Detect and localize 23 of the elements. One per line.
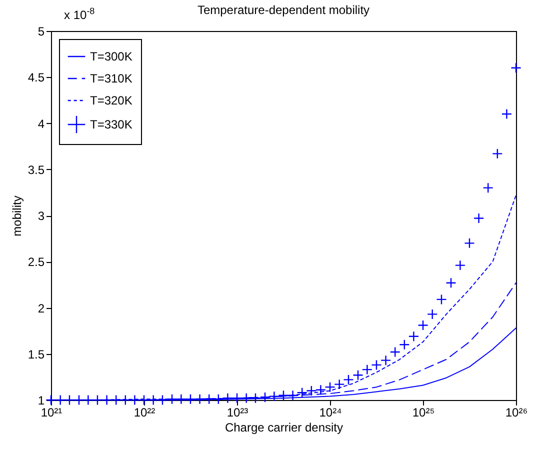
chart-title: Temperature-dependent mobility [197,3,370,17]
y-tick-label: 1.5 [28,347,45,362]
y-tick-label: 3 [38,209,45,223]
y-tick-label: 2.5 [28,255,45,270]
y-tick-label: 3.5 [28,162,45,177]
y-tick-label: 4 [38,116,45,131]
y-tick-label: 4.5 [28,70,45,85]
text: x 10$^{-8}$ [64,6,95,22]
x-tick-label: 10²² [134,406,156,420]
y-tick-label: 1 [38,394,45,408]
y-axis-title: mobility [10,196,24,236]
legend-label: T=300K [90,50,132,64]
x-tick-label: 10²⁵ [412,406,435,420]
x-tick-label: 10²³ [226,406,248,420]
x-tick-label: 10²⁶ [505,406,528,420]
x-tick-label: 10²¹ [40,406,62,420]
legend-label: T=320K [90,94,132,108]
y-tick-label: 5 [38,24,45,38]
x-axis-title: Charge carrier density [224,420,344,434]
legend-label: T=330K [90,118,132,132]
legend-label: T=310K [90,72,132,86]
x-tick-label: 10²⁴ [319,406,342,420]
y-tick-label: 2 [38,301,45,316]
